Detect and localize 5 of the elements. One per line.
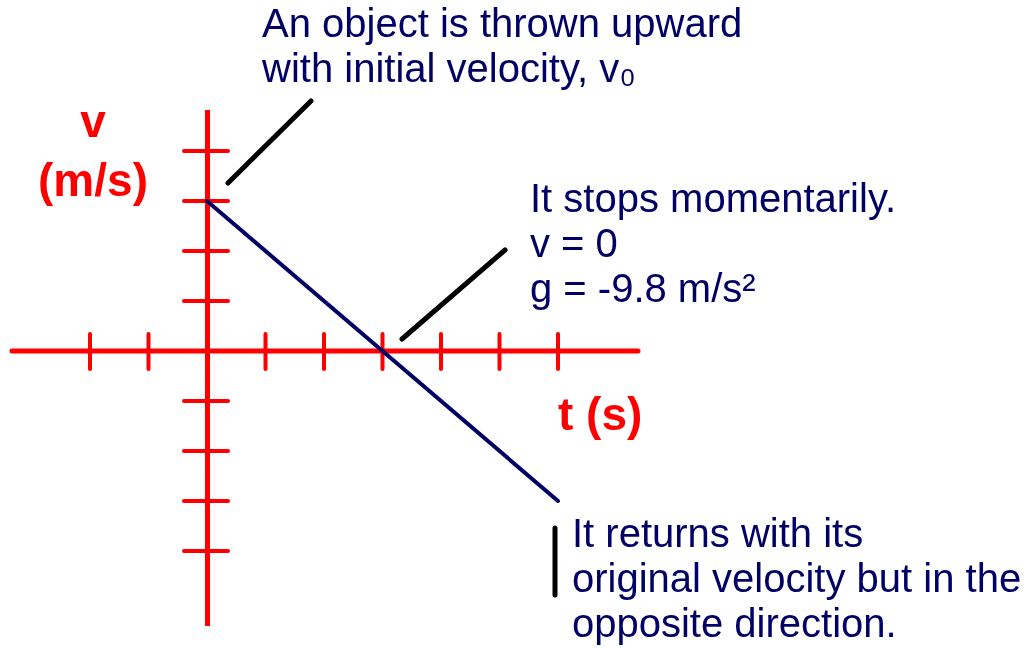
text: An object is thrown upward with initial velocity, v₀ (262, 1, 743, 91)
y-axis-title: v (m/s) (37, 94, 149, 208)
text: It returns with its original velocity but in the opposite direction. (572, 511, 1022, 646)
x-axis-title: t (s) (558, 388, 643, 440)
annotation: It stops momentarily. v = 0 g = -9.8 m/s² (530, 176, 897, 311)
